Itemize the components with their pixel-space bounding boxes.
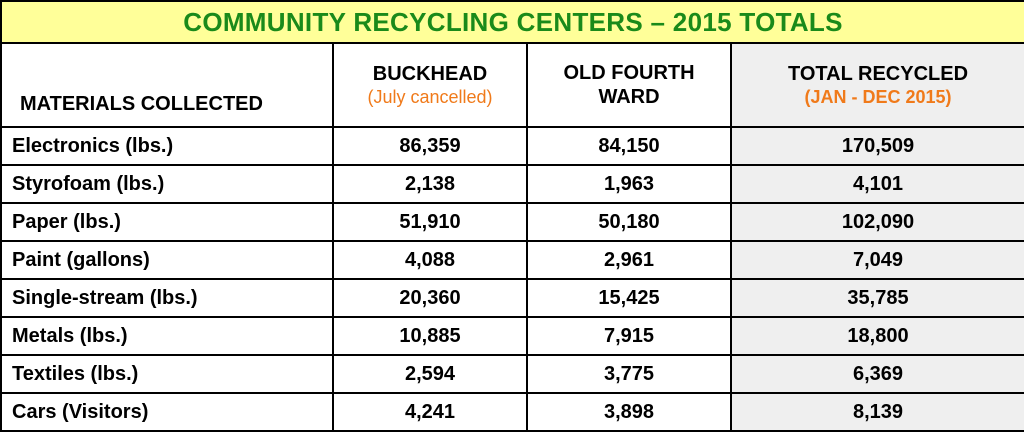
table-row: Electronics (lbs.) 86,359 84,150 170,509: [0, 126, 1024, 166]
old-fourth-ward-cell: 3,775: [526, 354, 732, 394]
total-cell: 35,785: [729, 278, 1024, 318]
title-row: COMMUNITY RECYCLING CENTERS – 2015 TOTAL…: [0, 0, 1024, 44]
total-cell: 18,800: [729, 316, 1024, 356]
header-buckhead: BUCKHEAD (July cancelled): [332, 42, 528, 128]
old-fourth-ward-cell: 15,425: [526, 278, 732, 318]
total-cell: 170,509: [729, 126, 1024, 166]
buckhead-cell: 2,594: [332, 354, 528, 394]
table-title: COMMUNITY RECYCLING CENTERS – 2015 TOTAL…: [0, 0, 1024, 44]
material-cell: Styrofoam (lbs.): [0, 164, 334, 204]
buckhead-cell: 51,910: [332, 202, 528, 242]
old-fourth-ward-cell: 50,180: [526, 202, 732, 242]
header-total-note: (JAN - DEC 2015): [804, 87, 952, 107]
total-cell: 7,049: [729, 240, 1024, 280]
material-cell: Electronics (lbs.): [0, 126, 334, 166]
material-cell: Cars (Visitors): [0, 392, 334, 432]
material-cell: Paper (lbs.): [0, 202, 334, 242]
table-row: Cars (Visitors) 4,241 3,898 8,139: [0, 392, 1024, 432]
table-row: Metals (lbs.) 10,885 7,915 18,800: [0, 316, 1024, 356]
buckhead-cell: 20,360: [332, 278, 528, 318]
total-cell: 4,101: [729, 164, 1024, 204]
old-fourth-ward-cell: 2,961: [526, 240, 732, 280]
table-row: Textiles (lbs.) 2,594 3,775 6,369: [0, 354, 1024, 394]
table-row: Paper (lbs.) 51,910 50,180 102,090: [0, 202, 1024, 242]
buckhead-cell: 86,359: [332, 126, 528, 166]
table-body: Electronics (lbs.) 86,359 84,150 170,509…: [0, 126, 1024, 432]
material-cell: Textiles (lbs.): [0, 354, 334, 394]
old-fourth-ward-cell: 84,150: [526, 126, 732, 166]
total-cell: 8,139: [729, 392, 1024, 432]
header-row: MATERIALS COLLECTED BUCKHEAD (July cance…: [0, 42, 1024, 128]
header-old-fourth-ward-label: OLD FOURTH WARD: [563, 62, 695, 108]
table-row: Styrofoam (lbs.) 2,138 1,963 4,101: [0, 164, 1024, 204]
buckhead-cell: 10,885: [332, 316, 528, 356]
total-cell: 102,090: [729, 202, 1024, 242]
header-buckhead-label: BUCKHEAD: [372, 63, 488, 85]
old-fourth-ward-cell: 1,963: [526, 164, 732, 204]
material-cell: Metals (lbs.): [0, 316, 334, 356]
buckhead-cell: 2,138: [332, 164, 528, 204]
header-old-fourth-ward: OLD FOURTH WARD: [526, 42, 732, 128]
header-total-label: TOTAL RECYCLED: [788, 63, 969, 85]
old-fourth-ward-cell: 7,915: [526, 316, 732, 356]
total-cell: 6,369: [729, 354, 1024, 394]
header-buckhead-note: (July cancelled): [367, 87, 493, 107]
buckhead-cell: 4,241: [332, 392, 528, 432]
table-row: Single-stream (lbs.) 20,360 15,425 35,78…: [0, 278, 1024, 318]
material-cell: Paint (gallons): [0, 240, 334, 280]
material-cell: Single-stream (lbs.): [0, 278, 334, 318]
old-fourth-ward-cell: 3,898: [526, 392, 732, 432]
header-materials: MATERIALS COLLECTED: [0, 42, 334, 128]
buckhead-cell: 4,088: [332, 240, 528, 280]
header-total: TOTAL RECYCLED (JAN - DEC 2015): [729, 42, 1024, 128]
table-row: Paint (gallons) 4,088 2,961 7,049: [0, 240, 1024, 280]
